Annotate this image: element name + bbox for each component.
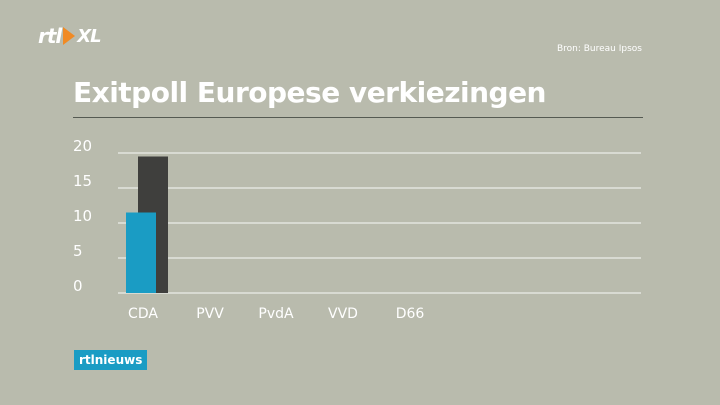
chart-title: Exitpoll Europese verkiezingen xyxy=(73,76,547,109)
x-tick-label: CDA xyxy=(128,306,158,322)
title-divider xyxy=(73,117,643,118)
y-tick-label: 0 xyxy=(73,277,83,295)
x-tick-label: VVD xyxy=(328,306,358,322)
source-label: Bron: Bureau Ipsos xyxy=(556,44,642,54)
logo-rtl-text: rtl xyxy=(38,24,62,48)
play-icon xyxy=(63,27,76,45)
y-tick-label: 15 xyxy=(73,172,92,190)
x-tick-label: D66 xyxy=(396,306,425,322)
rtl-nieuws-badge: rtlnieuws xyxy=(74,350,148,370)
logo-xl-text: XL xyxy=(77,25,101,47)
x-tick-label: PVV xyxy=(196,306,224,322)
y-tick-label: 20 xyxy=(73,137,92,155)
x-tick-label: PvdA xyxy=(258,306,294,322)
y-tick-label: 5 xyxy=(73,242,83,260)
rtl-xl-logo: rtl XL xyxy=(38,24,102,48)
y-tick-label: 10 xyxy=(73,207,92,225)
bar xyxy=(126,212,156,293)
